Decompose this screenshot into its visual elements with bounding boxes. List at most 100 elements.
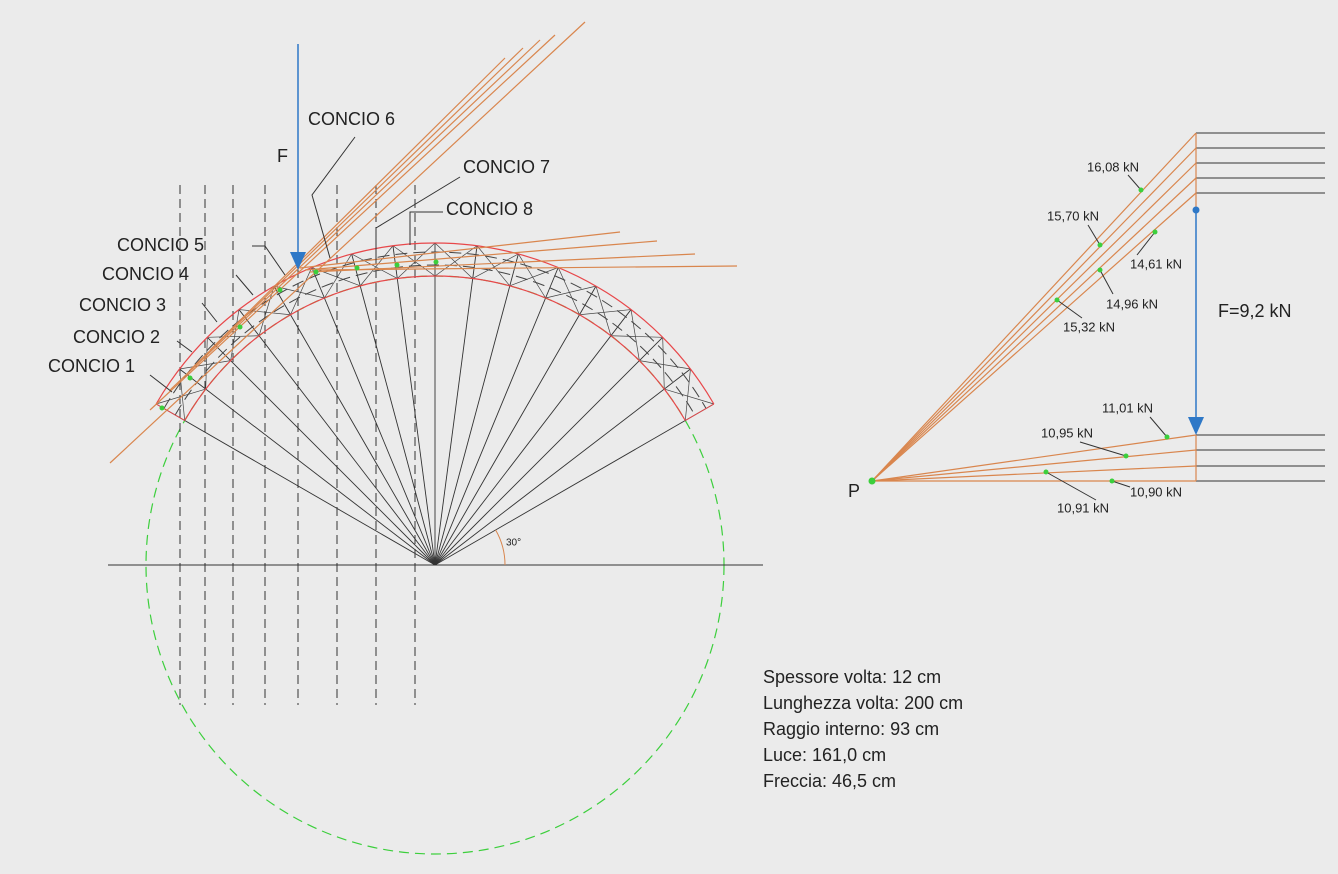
leader	[235, 274, 254, 296]
ray-point	[1109, 478, 1115, 484]
info-line: Raggio interno: 93 cm	[763, 719, 939, 739]
ray-point	[1152, 229, 1158, 235]
radial-line	[434, 368, 691, 566]
radial-line	[155, 403, 436, 566]
info-line: Lunghezza volta: 200 cm	[763, 693, 963, 713]
info-line: Spessore volta: 12 cm	[763, 667, 941, 687]
voussoir-diagonal	[311, 267, 361, 287]
radial-line	[434, 253, 519, 566]
leader	[1087, 224, 1101, 246]
voussoir-diagonal	[434, 242, 473, 279]
voussoir-diagonal	[205, 337, 208, 390]
concio-label: CONCIO 3	[79, 295, 166, 315]
radial-line	[434, 403, 715, 566]
leaders	[149, 136, 461, 393]
ray-point	[1138, 187, 1144, 193]
ray	[871, 465, 1197, 482]
concio-label: CONCIO 4	[102, 264, 189, 284]
voussoir-diagonal	[434, 245, 478, 277]
load-label: F=9,2 kN	[1218, 301, 1292, 321]
info-line: Freccia: 46,5 cm	[763, 771, 896, 791]
leader	[1149, 416, 1168, 438]
concio-label: CONCIO 2	[73, 327, 160, 347]
ray	[871, 162, 1197, 482]
extrados	[155, 242, 715, 405]
voussoir-diagonal	[179, 360, 231, 370]
radial-line	[206, 336, 436, 566]
leader	[252, 245, 286, 276]
leader	[1045, 471, 1097, 501]
mid-arc	[174, 264, 696, 416]
force-value: 14,61 kN	[1130, 256, 1182, 271]
leader	[1111, 480, 1131, 488]
force-value: 15,32 kN	[1063, 319, 1115, 334]
ray-point	[1097, 267, 1103, 273]
force-value: 14,96 kN	[1106, 296, 1158, 311]
thrust-line	[299, 231, 621, 269]
voussoir-diagonal	[351, 253, 398, 279]
radial-line	[392, 245, 436, 566]
voussoir-diagonal	[359, 245, 394, 287]
mid-arc	[163, 251, 707, 409]
angle-label: 30°	[506, 538, 521, 549]
thrust-point	[237, 324, 243, 330]
force-label: F	[277, 146, 288, 166]
leader	[201, 302, 218, 323]
load-arrowhead	[1188, 417, 1204, 435]
concio-label: CONCIO 1	[48, 356, 135, 376]
angle-arc	[495, 529, 506, 566]
leader	[1136, 231, 1156, 256]
pole	[868, 477, 876, 485]
thrust-line	[314, 265, 738, 271]
leader	[409, 211, 443, 245]
voussoir-diagonal	[472, 253, 519, 279]
force-value: 11,01 kN	[1102, 400, 1153, 415]
voussoir-diagonal	[639, 360, 691, 370]
voussoir-diagonal	[630, 309, 640, 361]
voussoir-diagonal	[557, 267, 580, 315]
load-start	[1192, 206, 1200, 214]
thrust-point	[394, 262, 400, 268]
thrust-point	[313, 269, 319, 275]
ray	[871, 147, 1197, 482]
leader	[1056, 299, 1083, 319]
thrust-point	[159, 405, 165, 411]
voussoir-diagonal	[476, 245, 511, 287]
ray	[871, 177, 1197, 482]
thrust-line	[109, 21, 586, 464]
thrust-line	[209, 57, 506, 351]
radial-line	[238, 309, 436, 566]
radial-line	[434, 336, 664, 566]
thrust-line	[149, 34, 556, 411]
geometry	[108, 21, 1325, 855]
radial-line	[434, 285, 597, 566]
voussoir-diagonal	[518, 253, 546, 299]
leader	[311, 136, 356, 259]
ray-point	[1097, 242, 1103, 248]
radial-line	[351, 253, 436, 566]
ray-point	[1054, 297, 1060, 303]
concio-label: CONCIO 8	[446, 199, 533, 219]
ray-point	[1123, 453, 1129, 459]
voussoir-diagonal	[610, 335, 663, 338]
concio-label: CONCIO 5	[117, 235, 204, 255]
radial-line	[434, 267, 559, 566]
voussoir-diagonal	[290, 267, 313, 315]
voussoir-diagonal	[230, 309, 240, 361]
canvas	[8, 8, 1330, 866]
force-value: 10,95 kN	[1041, 425, 1093, 440]
concio-label: CONCIO 7	[463, 157, 550, 177]
concio-label: CONCIO 6	[308, 109, 395, 129]
voussoir-diagonal	[664, 388, 714, 405]
force-value: 16,08 kN	[1087, 159, 1139, 174]
thrust-point	[277, 287, 283, 293]
force-value: 10,91 kN	[1057, 500, 1109, 515]
radial-line	[434, 245, 478, 566]
ray	[871, 192, 1197, 482]
leader	[375, 176, 461, 262]
voussoir-diagonal	[545, 285, 597, 299]
voussoir-diagonal	[509, 267, 559, 287]
leader	[1099, 269, 1114, 295]
leader	[1079, 441, 1127, 457]
